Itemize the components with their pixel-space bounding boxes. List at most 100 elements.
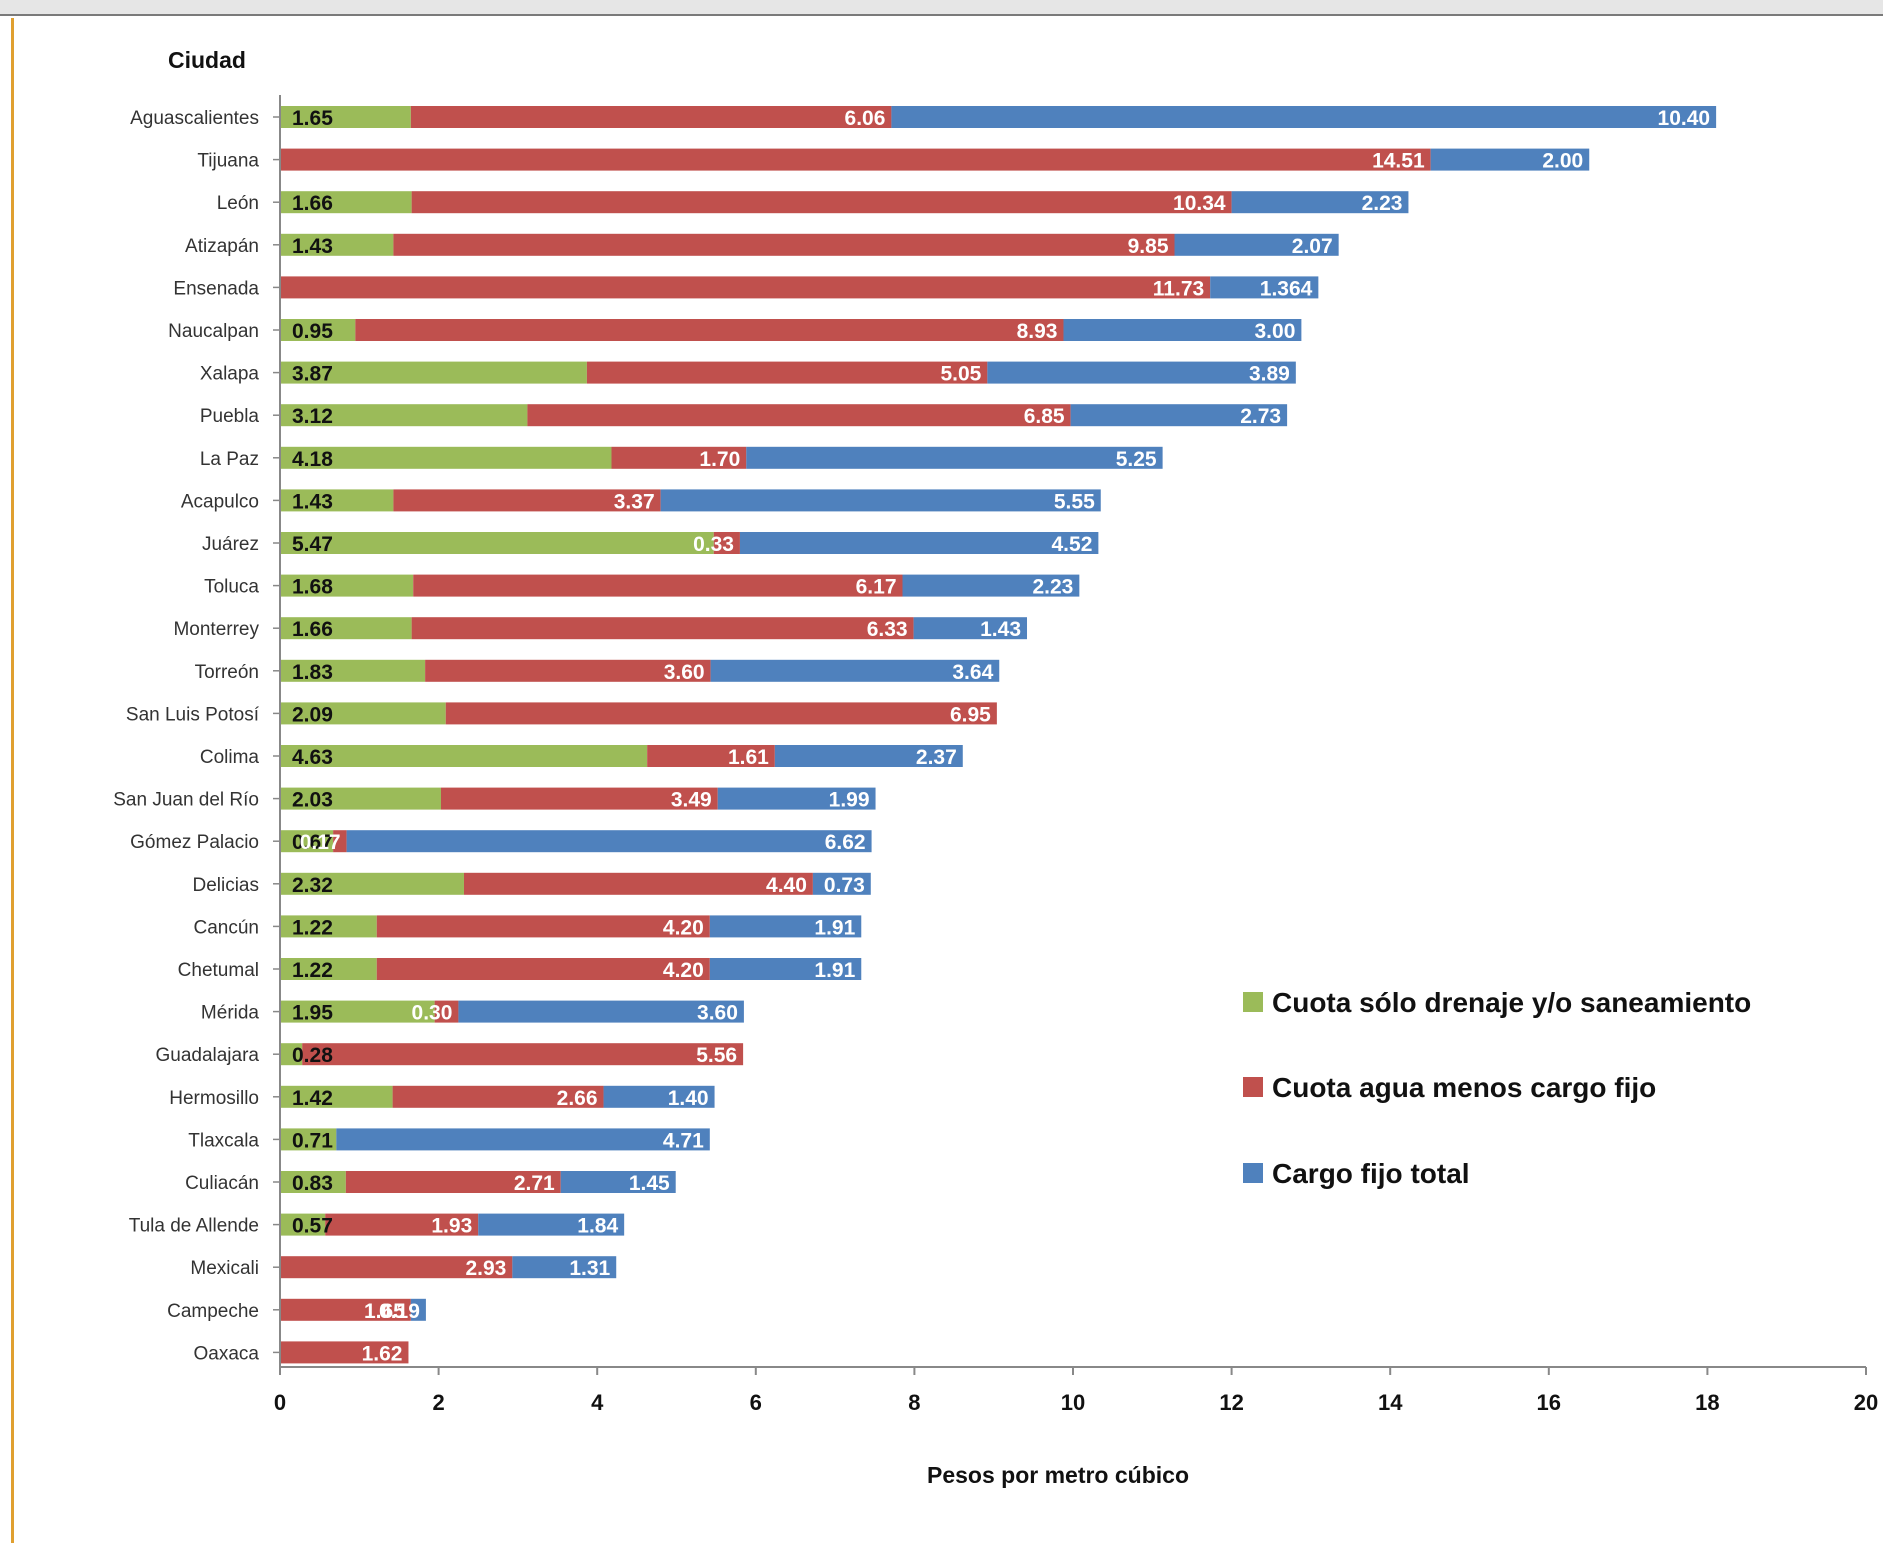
bar-segment [280,532,714,554]
data-label: 3.89 [1249,363,1290,386]
x-tick-label: 6 [750,1390,762,1415]
x-tick-label: 0 [274,1390,286,1415]
bar-segment [280,745,648,767]
data-label: 1.91 [814,916,855,939]
bar-segment [902,574,1080,597]
data-label: 1.68 [292,576,333,599]
data-label: 3.12 [292,405,333,428]
data-label: 1.31 [569,1257,610,1280]
category-label: Cancún [194,917,260,938]
category-label: Atizapán [185,236,259,257]
data-label: 3.37 [614,490,655,513]
category-label: Oaxaca [194,1343,260,1364]
category-label: La Paz [200,449,259,470]
data-label: 5.05 [940,363,981,386]
bar-segment [280,1213,326,1236]
data-label: 6.62 [825,831,866,854]
bar-segment [393,233,1175,256]
bar-segment [280,830,334,853]
data-label: 4.20 [663,916,704,939]
bar-segment [392,1085,604,1108]
data-label: 1.62 [362,1342,403,1365]
category-label: Toluca [204,577,259,598]
bar-segment [411,191,1232,214]
category-label: Campeche [167,1301,259,1322]
bar-segment [280,233,394,256]
bar-segment [280,148,1431,171]
bar-segment [478,1213,625,1236]
legend-label: Cuota sólo drenaje y/o saneamiento [1272,987,1751,1018]
bar-segment [346,830,872,853]
bar-segment [425,659,711,682]
data-label: 1.99 [829,789,870,812]
category-label: Naucalpan [168,321,259,342]
data-label: 1.93 [431,1215,472,1238]
bar-segment [345,1171,561,1193]
data-label: 1.364 [1260,277,1313,300]
x-tick-label: 8 [908,1390,920,1415]
bar-segment [280,319,356,341]
bar-segment [280,617,412,640]
bar-segment [647,745,775,767]
data-label: 0.67 [292,831,333,854]
data-label: 0.33 [693,533,734,556]
data-label: 1.95 [292,1002,333,1025]
data-label: 14.51 [1372,150,1425,173]
bar-segment [393,489,661,512]
category-label: Aguascalientes [130,108,259,129]
x-tick-label: 2 [432,1390,444,1415]
bar-segment [434,1000,459,1023]
data-label: 4.52 [1052,533,1093,556]
bar-segment [376,915,710,938]
data-label: 1.43 [292,235,333,258]
data-label: 8.93 [1017,320,1058,343]
legend-label: Cargo fijo total [1272,1158,1470,1189]
data-label: 1.22 [292,959,333,982]
data-label: 1.42 [292,1087,333,1110]
data-label: 1.70 [699,448,740,471]
bar-segment [774,745,963,767]
x-tick-label: 14 [1378,1390,1403,1415]
bar-segment [891,106,1717,128]
bar-segment [709,958,862,980]
bar-segment [280,1171,346,1193]
bar-segment [1231,191,1409,214]
bar-segment [280,787,441,810]
data-label: 1.61 [728,746,769,769]
data-label: 1.66 [292,618,333,641]
bar-segment [280,915,377,938]
data-label: 6.33 [867,618,908,641]
data-label: 1.65 [292,107,333,130]
data-label: 2.93 [465,1257,506,1280]
bar-segment [280,958,377,980]
bar-segment [333,830,347,853]
bar-segment [280,702,446,725]
bar-segment [739,532,1099,554]
bar-segment [280,1085,393,1108]
data-label: 3.87 [292,363,333,386]
data-label: 3.49 [671,789,712,812]
data-label: 0.17 [300,831,341,854]
category-label: Culiacán [185,1173,259,1194]
bar-segment [280,446,612,469]
data-label: 1.22 [292,916,333,939]
data-label: 3.60 [664,661,705,684]
data-label: 2.07 [1292,235,1333,258]
bar-segment [1210,276,1319,299]
data-label: 6.85 [1024,405,1065,428]
data-label: 1.43 [980,618,1021,641]
data-label: 1.91 [814,959,855,982]
data-label: 2.09 [292,703,333,726]
data-label: 4.18 [292,448,333,471]
category-label: Guadalajara [155,1045,259,1066]
data-label: 0.73 [824,874,865,897]
bar-segment [445,702,997,725]
category-label: Chetumal [178,960,259,981]
data-label: 2.32 [292,874,333,897]
bar-segment [463,872,813,895]
bar-segment [713,532,740,554]
data-label: 0.71 [292,1129,333,1152]
category-label: Ensenada [173,278,259,299]
data-label: 6.95 [950,703,991,726]
x-tick-label: 12 [1219,1390,1243,1415]
